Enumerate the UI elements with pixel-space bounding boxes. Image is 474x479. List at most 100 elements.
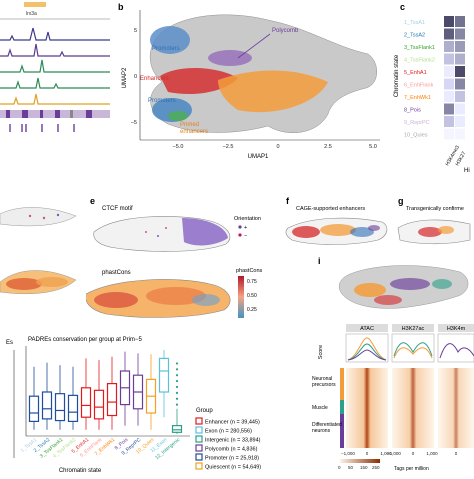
svg-text:−5: −5 [131,120,137,126]
colorbar-tick-2: 0.50 [247,293,257,299]
cut-ylabel: Es [6,340,13,346]
heatmap-h3k27ac [392,368,434,448]
orientation-minus-dot [238,233,242,237]
chromatin-state-labels: 1_TssA1 2_TssA2 3_TssFlank1 4_TssFlank2 5_En… [404,20,435,139]
chromatin-state-10: 10_Quies [404,133,428,139]
heat-cell [444,53,454,65]
panel-b-letter: b [118,2,124,12]
chromatin-state-8: 8_Pois [404,108,421,114]
panel-e-letter: e [90,196,96,206]
panel-i: ATAC H3K27ac H3K4m Score [310,256,474,474]
score-label: Score [318,345,324,359]
boxplot-box [145,354,157,430]
svg-text:−5.0: −5.0 [173,144,184,150]
panel-c-letter: c [400,2,406,12]
heat-cell [455,116,465,127]
colorbar-tick-0: 0 [338,465,341,470]
panel-b: Promoters Polycomb Enhancers Promoters P… [118,6,388,166]
colorbar-tick-1: 0.75 [247,279,257,285]
outlier-point [175,374,179,377]
phastcons-colorbar [238,276,244,318]
panel-h: PADREs conservation per group at Prim−5 … [20,330,282,474]
chromatin-state-1: 1_TssA1 [404,20,425,26]
conservation-boxplot: PADREs conservation per group at Prim−5 … [20,337,262,474]
y-ticks: 5 0 −5 [131,28,137,126]
genome-browser-tracks: lrx3a [0,2,110,132]
colorbar-tick-250: 250 [372,465,380,470]
track-label-h3k27ac: H3K27ac [402,326,425,332]
chromatin-state-3: 3_TssFlank1 [404,45,435,51]
orientation-plus: + [244,225,247,231]
panel-f-title: CAGE-supported enhancers [296,206,365,212]
orientation-title: Orientation [234,216,261,222]
legend-item: Intergenic (n = 33,894) [205,438,261,444]
chromatin-state-bar [0,110,110,118]
heat-cell [444,128,454,140]
boxplot-box [119,351,131,426]
chromatin-state-panel: Chromatin state 1_TssA1 2_TssA2 3_TssFlank… [394,16,470,174]
group-label-neuronal: Neuronal precursors [312,376,336,388]
panel-g: Transgenically confirme [394,196,474,256]
heat-cell [444,28,454,40]
profile-h3k27ac-1 [393,342,433,357]
heatmap-xtick-2: 0 [366,451,369,456]
heatmap-xtick-5: 0 [412,451,415,456]
svg-text:2.5: 2.5 [324,144,332,150]
panel-g-title: Transgenically confirme [406,206,464,212]
ctcf-title: CTCF motif [102,206,133,212]
tags-label: Tags per million [394,466,429,472]
heat-cell [444,91,454,102]
heat-cell [455,103,465,115]
tags-colorbar [340,459,380,463]
profile-h3k4m [439,343,474,359]
group-bar-neuronal [340,368,344,400]
svg-text:0: 0 [134,74,137,80]
heat-cell [444,116,454,127]
heat-cell [455,41,465,52]
y-axis-label: UMAP2 [122,67,128,88]
track-header-atac [346,324,388,332]
boxplot-box [28,366,40,430]
panel-f: CAGE-supported enhancers [282,196,394,256]
svg-text:5: 5 [134,28,137,34]
panel-c: Chromatin state 1_TssA1 2_TssA2 3_TssFlank… [392,6,474,174]
legend-item: Exon (n = 280,556) [205,429,252,435]
legend-swatch [195,444,203,452]
legend-swatch [195,426,203,434]
colorbar-tick-150: 150 [360,465,368,470]
outlier-point [175,368,179,371]
chromatin-state-6: 6_EnhFlank [404,83,434,89]
legend-item: Enhancer (n = 39,445) [205,420,260,426]
panel-e: CTCF motif Orientation + − phastCons pha… [85,196,276,326]
track-4 [0,77,110,89]
promoters-top-cluster [150,26,190,54]
legend-item: Polycomb (n = 4,836) [205,447,258,453]
profile-atac-3 [347,349,387,361]
chromatin-state-4: 4_TssFlank2 [404,58,435,64]
heatmap-xtick-3: 1,000 [380,451,392,456]
emission-heatmap [444,16,465,140]
track-label-atac: ATAC [360,326,374,332]
legend-swatch [195,462,203,470]
track-5 [0,93,110,105]
panel-h-cut-axis: Es [0,330,20,470]
panel-a: lrx3a [0,0,118,160]
chromatin-state-9: 9_ReprPC [404,120,430,126]
panel-d-fragment [0,196,80,316]
profile-atac-2 [347,343,387,361]
chromatin-state-2: 2_TssA2 [404,33,425,39]
heatmap-xtick-4: −1,000 [387,451,401,456]
boxplot-box [171,408,183,434]
polycomb-cluster [208,50,252,66]
legend-swatch [195,453,203,461]
heat-cell [455,16,465,27]
outlier-point [175,403,179,406]
label-promoters-bottom: Promoters [148,98,176,104]
outlier-point [175,397,179,400]
heat-cell [455,128,465,140]
track-1 [0,27,110,41]
orientation-minus: − [244,233,247,239]
enhancer-cluster [160,67,238,95]
outlier-point [175,391,179,394]
track-header-h3k4m [438,324,474,332]
